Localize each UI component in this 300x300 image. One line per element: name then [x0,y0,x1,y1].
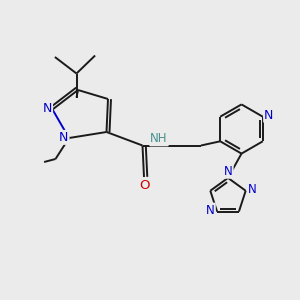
Text: N: N [206,203,215,217]
Text: N: N [43,102,52,116]
Text: O: O [140,179,150,192]
Text: N: N [59,131,69,144]
Text: N: N [248,183,257,196]
Text: N: N [264,109,274,122]
Text: NH: NH [150,132,168,146]
Text: N: N [224,165,233,178]
